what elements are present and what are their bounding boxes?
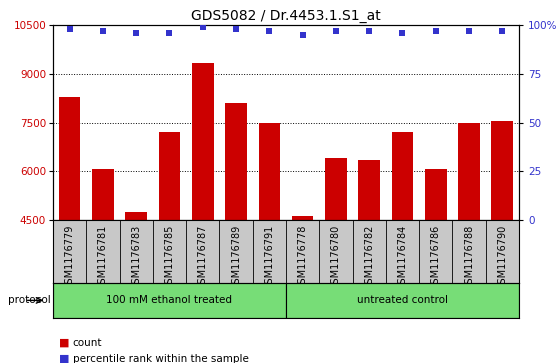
Text: GSM1176779: GSM1176779 [65, 225, 75, 290]
Text: protocol: protocol [8, 295, 51, 305]
Text: 100 mM ethanol treated: 100 mM ethanol treated [107, 295, 233, 305]
Point [398, 30, 407, 36]
Point [98, 28, 107, 34]
Bar [225, 103, 247, 220]
Text: GSM1176787: GSM1176787 [198, 225, 208, 290]
Point [198, 24, 207, 30]
Bar [126, 212, 147, 220]
Point [331, 28, 340, 34]
Bar [392, 132, 413, 220]
Text: GSM1176788: GSM1176788 [464, 225, 474, 290]
Bar [53, 283, 286, 318]
Text: GSM1176778: GSM1176778 [297, 225, 307, 290]
Text: GSM1176785: GSM1176785 [165, 225, 175, 290]
Bar [492, 121, 513, 220]
Title: GDS5082 / Dr.4453.1.S1_at: GDS5082 / Dr.4453.1.S1_at [191, 9, 381, 23]
Point [65, 26, 74, 32]
Bar [358, 160, 380, 220]
Bar [59, 97, 80, 220]
Point [465, 28, 474, 34]
Text: GSM1176790: GSM1176790 [497, 225, 507, 290]
Bar [192, 63, 214, 220]
Text: GSM1176781: GSM1176781 [98, 225, 108, 290]
Text: GSM1176784: GSM1176784 [397, 225, 407, 290]
Text: GSM1176791: GSM1176791 [264, 225, 275, 290]
Bar [286, 283, 519, 318]
Text: GSM1176783: GSM1176783 [131, 225, 141, 290]
Text: GSM1176786: GSM1176786 [431, 225, 441, 290]
Point [431, 28, 440, 34]
Point [265, 28, 274, 34]
Bar [92, 170, 114, 220]
Point [232, 26, 240, 32]
Text: GSM1176780: GSM1176780 [331, 225, 341, 290]
Bar [425, 170, 446, 220]
Text: ■: ■ [59, 354, 69, 363]
Text: percentile rank within the sample: percentile rank within the sample [73, 354, 248, 363]
Point [132, 30, 141, 36]
Point [298, 32, 307, 38]
Text: ■: ■ [59, 338, 69, 348]
Bar [458, 122, 480, 220]
Point [498, 28, 507, 34]
Bar [258, 122, 280, 220]
Bar [158, 132, 180, 220]
Text: count: count [73, 338, 102, 348]
Text: GSM1176782: GSM1176782 [364, 225, 374, 290]
Bar [325, 158, 347, 220]
Point [165, 30, 174, 36]
Text: GSM1176789: GSM1176789 [231, 225, 241, 290]
Text: untreated control: untreated control [357, 295, 448, 305]
Bar [292, 216, 314, 220]
Point [365, 28, 374, 34]
